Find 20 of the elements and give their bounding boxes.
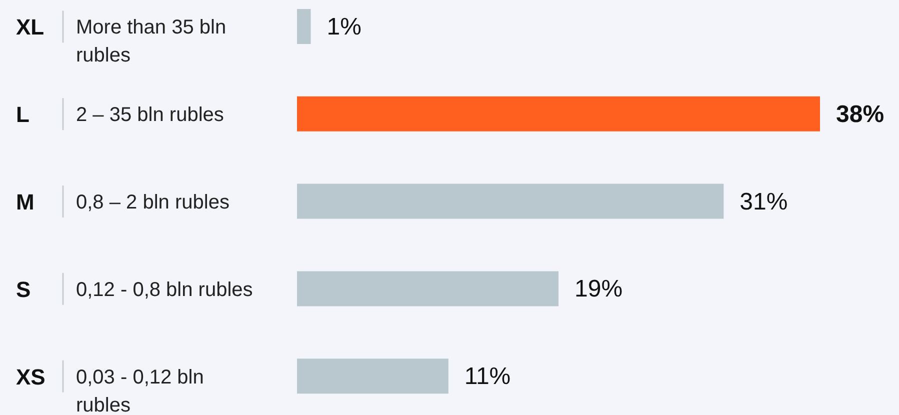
y-tick-label: 0,03 - 0,12 bln rubles	[76, 366, 204, 415]
data-label: 1%	[326, 14, 362, 40]
bar	[297, 271, 558, 306]
data-label: 38%	[836, 100, 884, 128]
text: XL	[16, 14, 44, 40]
bar	[297, 358, 448, 394]
y-tick-label: 0,8 – 2 bln rubles	[76, 192, 230, 214]
data-label: 11%	[464, 363, 511, 390]
bar	[297, 9, 311, 44]
text: M	[16, 190, 34, 214]
text: XS	[16, 364, 46, 390]
text: S	[16, 276, 31, 302]
data-label: 31%	[740, 188, 788, 216]
y-tick-label: More than 35 bln rubles	[76, 16, 226, 67]
bar	[297, 96, 820, 132]
text: L	[16, 102, 30, 128]
y-tick-label: 2 – 35 bln rubles	[76, 104, 224, 126]
data-label: 19%	[574, 276, 623, 303]
bar	[297, 184, 724, 219]
y-tick-label: 0,12 - 0,8 bln rubles	[76, 278, 253, 301]
